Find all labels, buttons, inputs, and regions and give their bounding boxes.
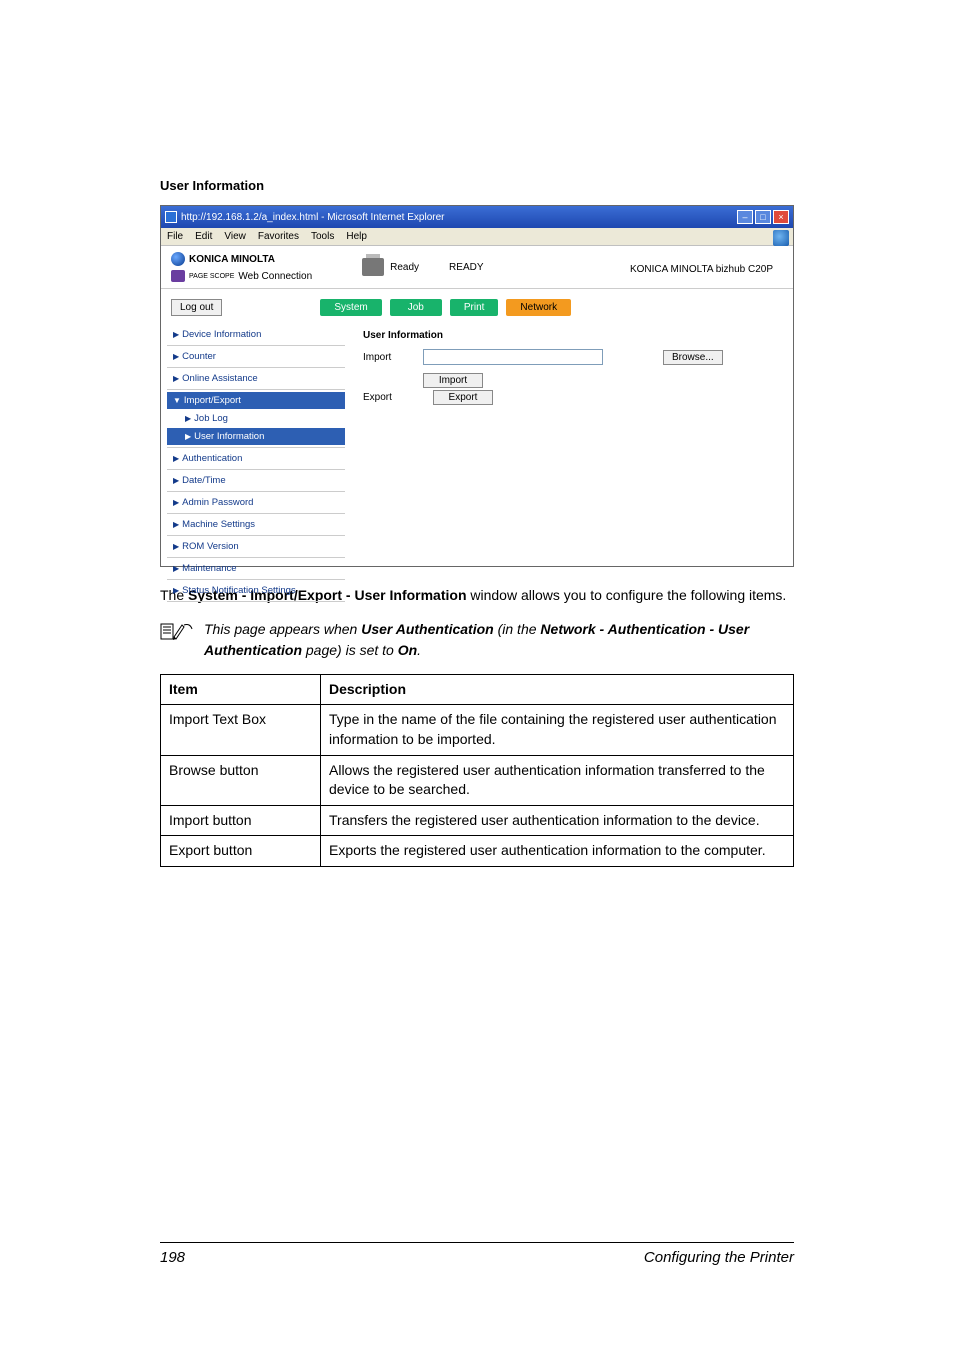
menubar: File Edit View Favorites Tools Help (161, 228, 793, 246)
sidebar-item-rom-version[interactable]: ROM Version (167, 538, 345, 555)
export-label: Export (363, 392, 413, 403)
status-ready-center: READY (449, 262, 483, 273)
table-row: Browse button Allows the registered user… (161, 755, 794, 805)
sidebar-item-date-time[interactable]: Date/Time (167, 472, 345, 489)
tab-print[interactable]: Print (450, 299, 499, 316)
page-footer: 198 Configuring the Printer (160, 1242, 794, 1266)
content-heading: User Information (363, 330, 781, 341)
table-row: Export button Exports the registered use… (161, 836, 794, 867)
menu-file[interactable]: File (167, 231, 183, 242)
sidebar-item-authentication[interactable]: Authentication (167, 450, 345, 467)
menu-favorites[interactable]: Favorites (258, 231, 299, 242)
close-button[interactable]: × (773, 210, 789, 224)
minimize-button[interactable]: – (737, 210, 753, 224)
table-row: Import Text Box Type in the name of the … (161, 705, 794, 755)
model-label: KONICA MINOLTA bizhub C20P (630, 264, 773, 275)
window-titlebar: http://192.168.1.2/a_index.html - Micros… (161, 206, 793, 228)
description-table: Item Description Import Text Box Type in… (160, 674, 794, 867)
pagescope-prefix: PAGE SCOPE (189, 273, 234, 280)
sidebar-item-admin-password[interactable]: Admin Password (167, 494, 345, 511)
sidebar-item-maintenance[interactable]: Maintenance (167, 560, 345, 577)
sidebar-item-counter[interactable]: Counter (167, 348, 345, 365)
browse-button[interactable]: Browse... (663, 350, 723, 365)
sidebar: Device Information Counter Online Assist… (161, 322, 351, 608)
menu-tools[interactable]: Tools (311, 231, 334, 242)
sidebar-item-online-assistance[interactable]: Online Assistance (167, 370, 345, 387)
note-text: This page appears when User Authenticati… (204, 619, 794, 660)
sidebar-item-job-log[interactable]: Job Log (167, 410, 345, 427)
page-number: 198 (160, 1249, 185, 1266)
web-connection-label: Web Connection (238, 271, 312, 282)
menu-view[interactable]: View (224, 231, 246, 242)
app-header: KONICA MINOLTA PAGE SCOPE Web Connection… (161, 246, 793, 289)
export-button[interactable]: Export (433, 390, 493, 405)
note-icon (160, 619, 194, 660)
tab-system[interactable]: System (320, 299, 381, 316)
maximize-button[interactable]: □ (755, 210, 771, 224)
menu-help[interactable]: Help (346, 231, 367, 242)
import-text-input[interactable] (423, 349, 603, 365)
note-row: This page appears when User Authenticati… (160, 619, 794, 660)
sidebar-item-status-notification[interactable]: Status Notification Settings (167, 582, 345, 599)
status-ready-left: Ready (390, 262, 419, 273)
table-row: Import button Transfers the registered u… (161, 805, 794, 836)
table-header-description: Description (321, 674, 794, 705)
import-button[interactable]: Import (423, 373, 483, 388)
menu-edit[interactable]: Edit (195, 231, 212, 242)
import-label: Import (363, 352, 413, 363)
sidebar-item-device-information[interactable]: Device Information (167, 326, 345, 343)
pagescope-icon (171, 270, 185, 282)
km-logo-icon (171, 252, 185, 266)
brand-label: KONICA MINOLTA (189, 254, 275, 265)
sidebar-item-user-information[interactable]: User Information (167, 428, 345, 445)
screenshot-window: http://192.168.1.2/a_index.html - Micros… (160, 205, 794, 567)
content-area: User Information Import Browse... Import (351, 322, 793, 608)
section-heading: User Information (160, 178, 794, 193)
table-header-item: Item (161, 674, 321, 705)
tab-network[interactable]: Network (506, 299, 571, 316)
ie-logo-icon (773, 230, 789, 246)
tabs-row: Log out System Job Print Network (161, 289, 793, 322)
tab-job[interactable]: Job (390, 299, 442, 316)
sidebar-item-machine-settings[interactable]: Machine Settings (167, 516, 345, 533)
window-title: http://192.168.1.2/a_index.html - Micros… (181, 212, 444, 223)
ie-icon (165, 211, 177, 223)
footer-title: Configuring the Printer (644, 1249, 794, 1266)
sidebar-item-import-export[interactable]: Import/Export (167, 392, 345, 409)
logout-button[interactable]: Log out (171, 299, 222, 316)
printer-icon (362, 258, 384, 276)
